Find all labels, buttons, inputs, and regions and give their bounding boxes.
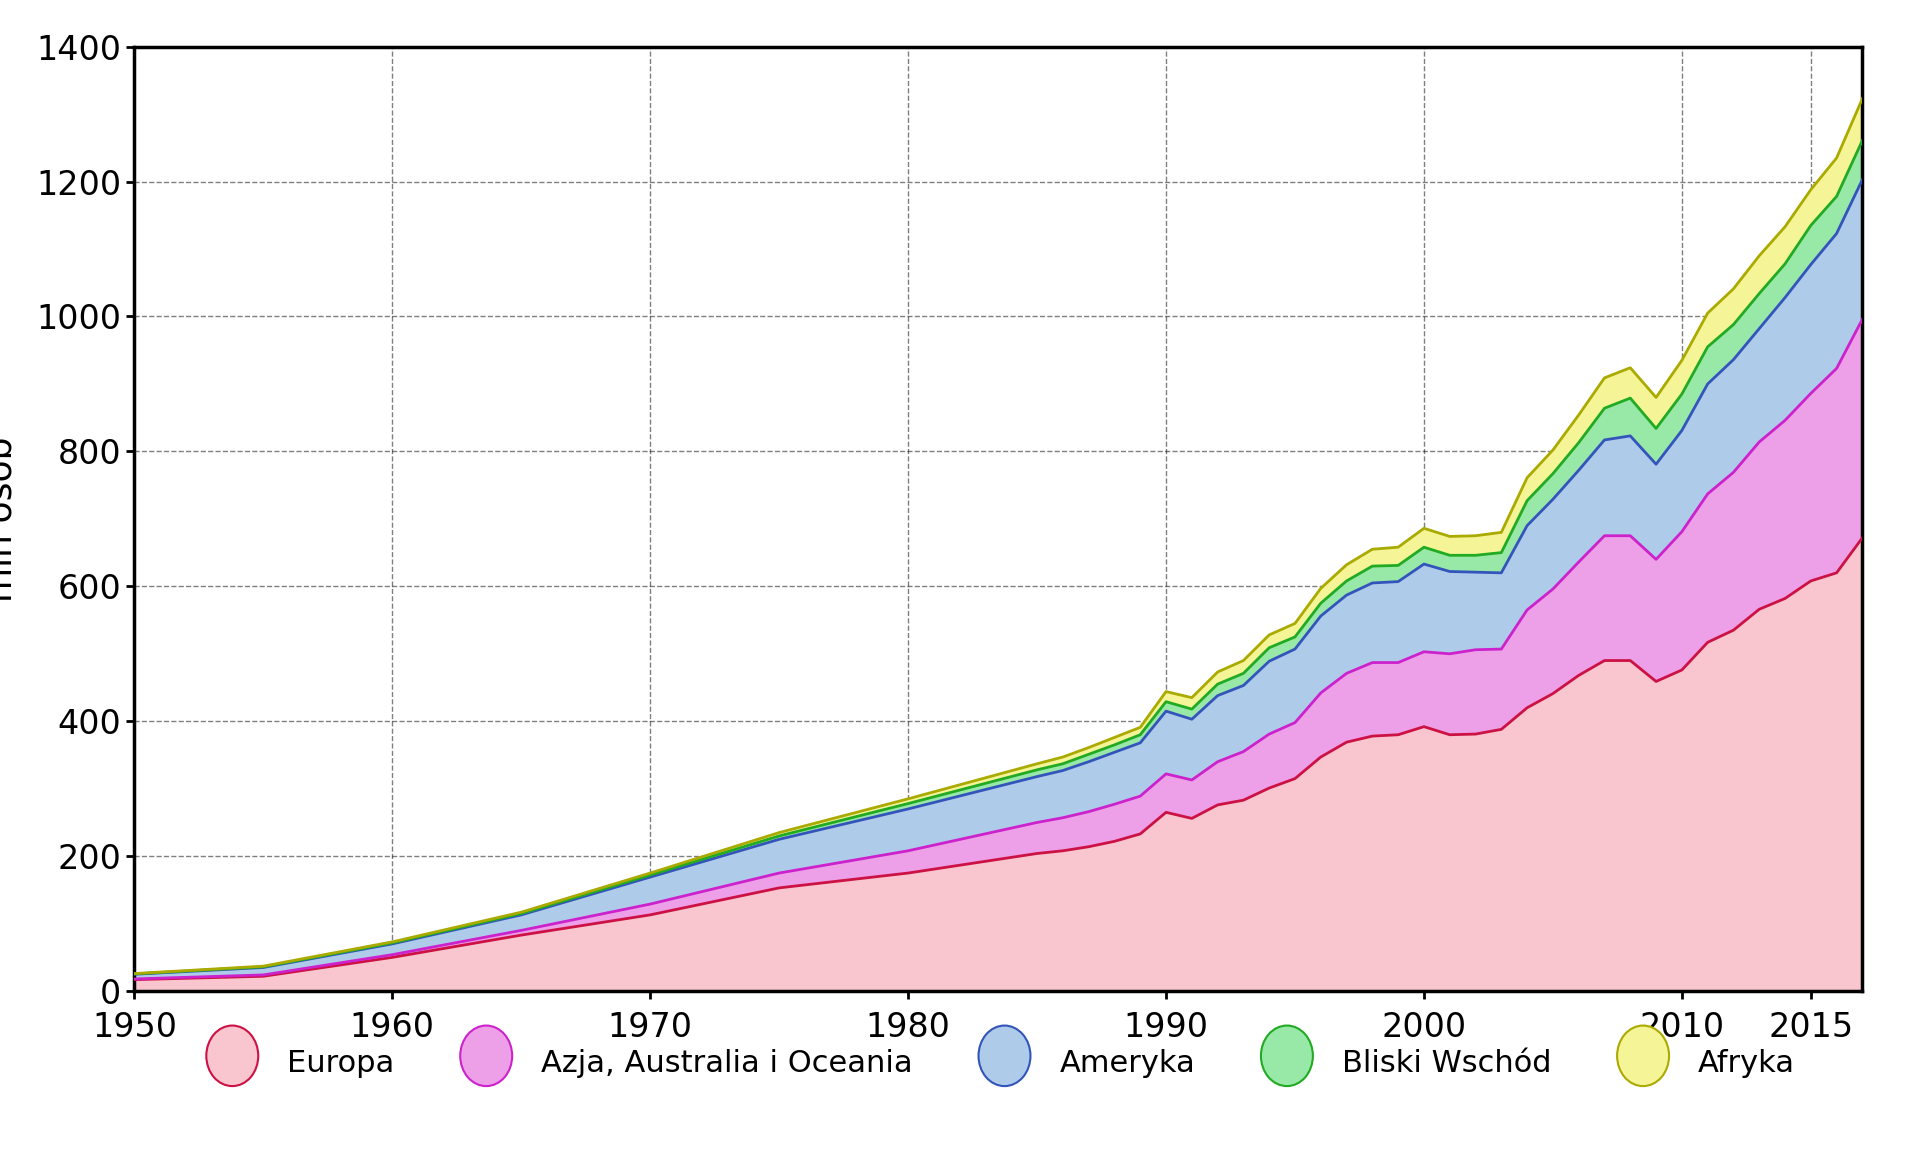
Legend: Europa, Azja, Australia i Oceania, Ameryka, Bliski Wschód, Afryka: Europa, Azja, Australia i Oceania, Amery… — [186, 1025, 1811, 1098]
Y-axis label: mln osób: mln osób — [0, 436, 19, 602]
